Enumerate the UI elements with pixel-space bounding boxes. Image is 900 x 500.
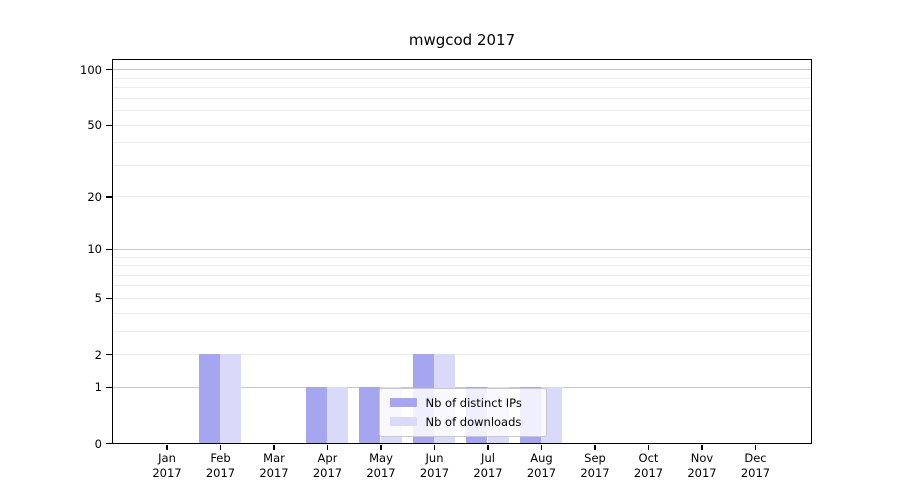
x-tick-label-month-feb: Feb <box>210 451 231 465</box>
x-tick-label-oct: Oct 2017 <box>617 451 681 481</box>
x-tick-label-apr: Apr 2017 <box>296 451 360 481</box>
gridline-minor-50 <box>112 124 811 126</box>
x-tick-label-year-aug: 2017 <box>526 466 557 480</box>
x-tick-label-month-apr: Apr <box>317 451 338 465</box>
legend-label-downloads: Nb of downloads <box>425 414 522 429</box>
x-tick-label-month-jul: Jul <box>481 451 495 465</box>
x-tick-label-year-jun: 2017 <box>419 466 450 480</box>
y-tick-50 <box>106 124 112 126</box>
y-tick-5 <box>106 297 112 299</box>
gridline-major-100 <box>112 69 811 71</box>
x-tick-apr <box>326 445 329 450</box>
bar-nb-of-downloads-feb <box>220 354 242 443</box>
x-tick-label-aug: Aug 2017 <box>510 451 574 481</box>
gridline-minor-60 <box>112 110 811 112</box>
x-tick-label-year-mar: 2017 <box>259 466 289 480</box>
x-tick-mar <box>273 445 275 450</box>
y-tick-label-50: 50 <box>87 118 102 133</box>
x-tick-oct <box>647 445 650 450</box>
x-tick-label-mar: Mar 2017 <box>242 451 306 481</box>
gridline-minor-90 <box>112 77 811 79</box>
gridline-minor-7 <box>112 274 811 276</box>
x-tick-label-jul: Jul 2017 <box>456 451 520 481</box>
plot-area: Nb of distinct IPs Nb of downloads <box>111 58 812 444</box>
gridline-minor-40 <box>112 142 811 144</box>
chart-title: mwgcod 2017 <box>408 31 516 49</box>
x-tick-label-year-sep: 2017 <box>580 466 610 480</box>
y-tick-2 <box>106 353 112 356</box>
y-tick-label-100: 100 <box>80 62 102 77</box>
x-tick-feb <box>219 445 222 450</box>
x-tick-label-dec: Dec 2017 <box>724 451 788 481</box>
x-tick-label-month-may: May <box>369 451 393 465</box>
gridline-minor-3 <box>112 330 811 332</box>
y-tick-label-5: 5 <box>94 291 102 306</box>
x-tick-label-month-aug: Aug <box>530 451 553 465</box>
x-tick-nov <box>701 445 703 450</box>
gridline-major-10 <box>112 248 811 250</box>
legend-swatch-downloads <box>389 417 417 426</box>
gridline-minor-2 <box>112 354 811 356</box>
legend-row-downloads: Nb of downloads <box>389 414 546 429</box>
gridline-minor-5 <box>112 297 811 299</box>
x-tick-label-year-dec: 2017 <box>740 466 771 480</box>
x-tick-label-may: May 2017 <box>349 451 413 481</box>
x-tick-label-month-sep: Sep <box>584 451 606 465</box>
y-tick-10 <box>106 248 112 250</box>
x-tick-label-year-jan: 2017 <box>152 466 182 480</box>
gridline-minor-8 <box>112 265 811 267</box>
x-tick-label-nov: Nov 2017 <box>670 451 734 481</box>
y-tick-20 <box>106 196 112 198</box>
bar-nb-of-distinct-ips-feb <box>198 354 220 443</box>
y-tick-0 <box>106 442 112 445</box>
x-tick-label-jan: Jan 2017 <box>135 451 199 481</box>
x-tick-may <box>380 445 382 450</box>
y-tick-100 <box>106 69 112 71</box>
x-tick-aug <box>540 445 543 450</box>
gridline-minor-80 <box>112 87 811 89</box>
gridline-minor-9 <box>112 256 811 258</box>
y-tick-1 <box>106 386 112 388</box>
x-tick-label-month-jun: Jun <box>425 451 444 465</box>
x-tick-dec <box>754 445 757 450</box>
gridline-major-1 <box>112 386 811 388</box>
x-tick-jan <box>166 445 168 450</box>
y-tick-label-10: 10 <box>87 242 102 257</box>
legend-label-distinct-ips: Nb of distinct IPs <box>425 395 522 410</box>
x-tick-jun <box>433 445 436 450</box>
gridline-minor-6 <box>112 285 811 287</box>
x-tick-label-year-may: 2017 <box>366 466 396 480</box>
gridline-minor-4 <box>112 312 811 314</box>
legend-swatch-distinct-ips <box>389 398 417 407</box>
x-tick-label-year-jul: 2017 <box>473 466 503 480</box>
y-tick-label-0: 0 <box>94 436 102 451</box>
x-tick-jul <box>487 445 489 450</box>
x-tick-label-month-oct: Oct <box>638 451 659 465</box>
x-tick-label-year-feb: 2017 <box>205 466 236 480</box>
x-tick-label-sep: Sep 2017 <box>563 451 627 481</box>
x-tick-label-feb: Feb 2017 <box>189 451 253 481</box>
legend: Nb of distinct IPs Nb of downloads <box>378 387 547 437</box>
gridline-minor-20 <box>112 196 811 198</box>
bar-nb-of-downloads-apr <box>327 386 349 443</box>
y-tick-label-1: 1 <box>94 380 102 395</box>
legend-row-distinct-ips: Nb of distinct IPs <box>389 395 546 410</box>
y-tick-label-2: 2 <box>94 347 102 362</box>
x-tick-label-month-nov: Nov <box>690 451 714 465</box>
gridline-minor-70 <box>112 97 811 99</box>
x-tick-label-month-jan: Jan <box>158 451 176 465</box>
y-tick-label-20: 20 <box>87 189 102 204</box>
x-tick-label-year-nov: 2017 <box>687 466 717 480</box>
bar-nb-of-distinct-ips-may <box>359 386 381 443</box>
x-tick-label-year-oct: 2017 <box>633 466 664 480</box>
x-tick-label-jun: Jun 2017 <box>403 451 467 481</box>
x-tick-sep <box>594 445 596 450</box>
x-tick-label-month-dec: Dec <box>744 451 767 465</box>
gridline-minor-30 <box>112 164 811 166</box>
x-tick-label-month-mar: Mar <box>263 451 285 465</box>
x-tick-label-year-apr: 2017 <box>312 466 343 480</box>
bar-nb-of-distinct-ips-apr <box>305 386 327 443</box>
